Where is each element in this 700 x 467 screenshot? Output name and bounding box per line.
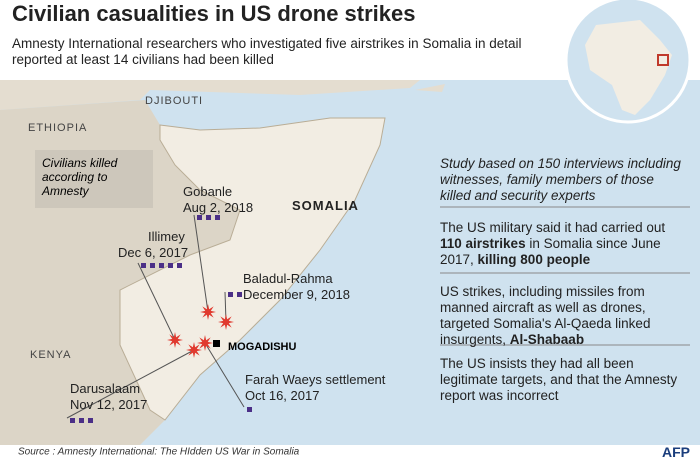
panel-text: in Somalia since June 2017,	[440, 236, 661, 267]
arabia	[0, 80, 420, 110]
leader-line	[193, 214, 209, 313]
footer-bg	[0, 445, 700, 467]
strike-marker	[186, 342, 202, 358]
site-name: Illimey	[148, 229, 185, 244]
panel-text: killing 800 people	[477, 252, 591, 267]
civilian-square	[79, 418, 84, 423]
panel-paragraph: The US military said it had carried out …	[440, 220, 685, 268]
civilian-square	[237, 292, 242, 297]
panel-text: Study based on 150 interviews including …	[440, 156, 681, 203]
source: Source : Amnesty International: The HIdd…	[18, 447, 300, 458]
civilian-square	[88, 418, 93, 423]
leader-line	[66, 349, 195, 419]
panel-text: The US military said it had carried out	[440, 220, 666, 235]
site-date: Oct 16, 2017	[245, 388, 319, 403]
strike-marker	[218, 314, 234, 330]
panel-paragraph: US strikes, including missiles from mann…	[440, 284, 685, 348]
site-date: Nov 12, 2017	[70, 397, 147, 412]
site-date: Aug 2, 2018	[183, 200, 253, 215]
site-date: Dec 6, 2017	[118, 245, 188, 260]
civilian-square	[159, 263, 164, 268]
civilian-square	[150, 263, 155, 268]
country-label: SOMALIA	[292, 198, 359, 213]
civilian-square	[228, 292, 233, 297]
credit: AFP	[662, 444, 690, 460]
panel-text: Al-Shabaab	[509, 332, 585, 347]
panel-text: The US insists they had all been legitim…	[440, 356, 678, 403]
leader-line	[137, 262, 176, 341]
legend-box	[35, 150, 153, 208]
civilian-square	[177, 263, 182, 268]
country-label: DJIBOUTI	[145, 95, 203, 107]
site-name: Baladul-Rahma	[243, 271, 333, 286]
panel-paragraph: The US insists they had all been legitim…	[440, 356, 685, 404]
locator	[657, 54, 669, 66]
strike-marker	[200, 304, 216, 320]
country-label: KENYA	[30, 349, 71, 361]
civilian-square	[141, 263, 146, 268]
panel-text: US strikes, including missiles from mann…	[440, 284, 651, 347]
civilian-square	[247, 407, 252, 412]
civilian-square	[197, 215, 202, 220]
title: Civilian casualities in US drone strikes	[12, 1, 416, 26]
site-name: Darusalaam	[70, 381, 140, 396]
civilian-square	[215, 215, 220, 220]
legend-text: Civilians killed according to Amnesty	[41, 156, 118, 198]
leader-line	[204, 342, 245, 408]
capital-marker	[213, 340, 220, 347]
socotra	[415, 84, 445, 92]
site-name: Farah Waeys settlement	[245, 372, 386, 387]
strike-marker	[197, 335, 213, 351]
subtitle: Amnesty International researchers who in…	[12, 36, 522, 67]
civilian-square	[168, 263, 173, 268]
civilian-square	[70, 418, 75, 423]
country-label: ETHIOPIA	[28, 122, 87, 134]
site-name: Gobanle	[183, 184, 232, 199]
panel-paragraph: Study based on 150 interviews including …	[440, 156, 685, 204]
africa	[585, 20, 672, 115]
capital-label: MOGADISHU	[228, 341, 297, 353]
panel-text: 110 airstrikes	[440, 236, 526, 251]
somalia	[119, 117, 386, 421]
site-date: December 9, 2018	[243, 287, 350, 302]
strike-marker	[167, 332, 183, 348]
civilian-square	[206, 215, 211, 220]
